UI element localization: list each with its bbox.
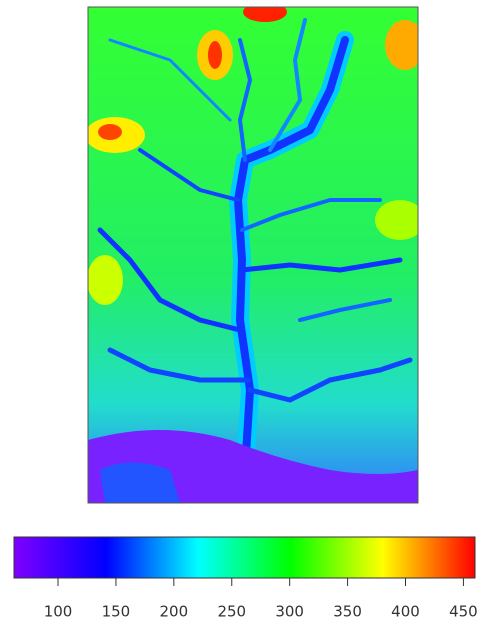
elevation-map — [85, 2, 425, 503]
colorbar-tick-label: 150 — [102, 603, 131, 621]
colorbar-tick-label: 450 — [449, 603, 478, 621]
colorbar-tick-label: 350 — [333, 603, 362, 621]
colorbar-tick-label: 400 — [391, 603, 420, 621]
colorbar-tick-label: 250 — [217, 603, 246, 621]
colorbar-tick-label: 300 — [275, 603, 304, 621]
colorbar-gradient — [14, 537, 475, 578]
colorbar-tick-label: 100 — [44, 603, 73, 621]
colorbar-tick-label: 200 — [160, 603, 189, 621]
colorbar: 100 150 200 250 300 350 400 450 — [14, 537, 478, 621]
map-figure: 100 150 200 250 300 350 400 450 — [0, 0, 492, 627]
